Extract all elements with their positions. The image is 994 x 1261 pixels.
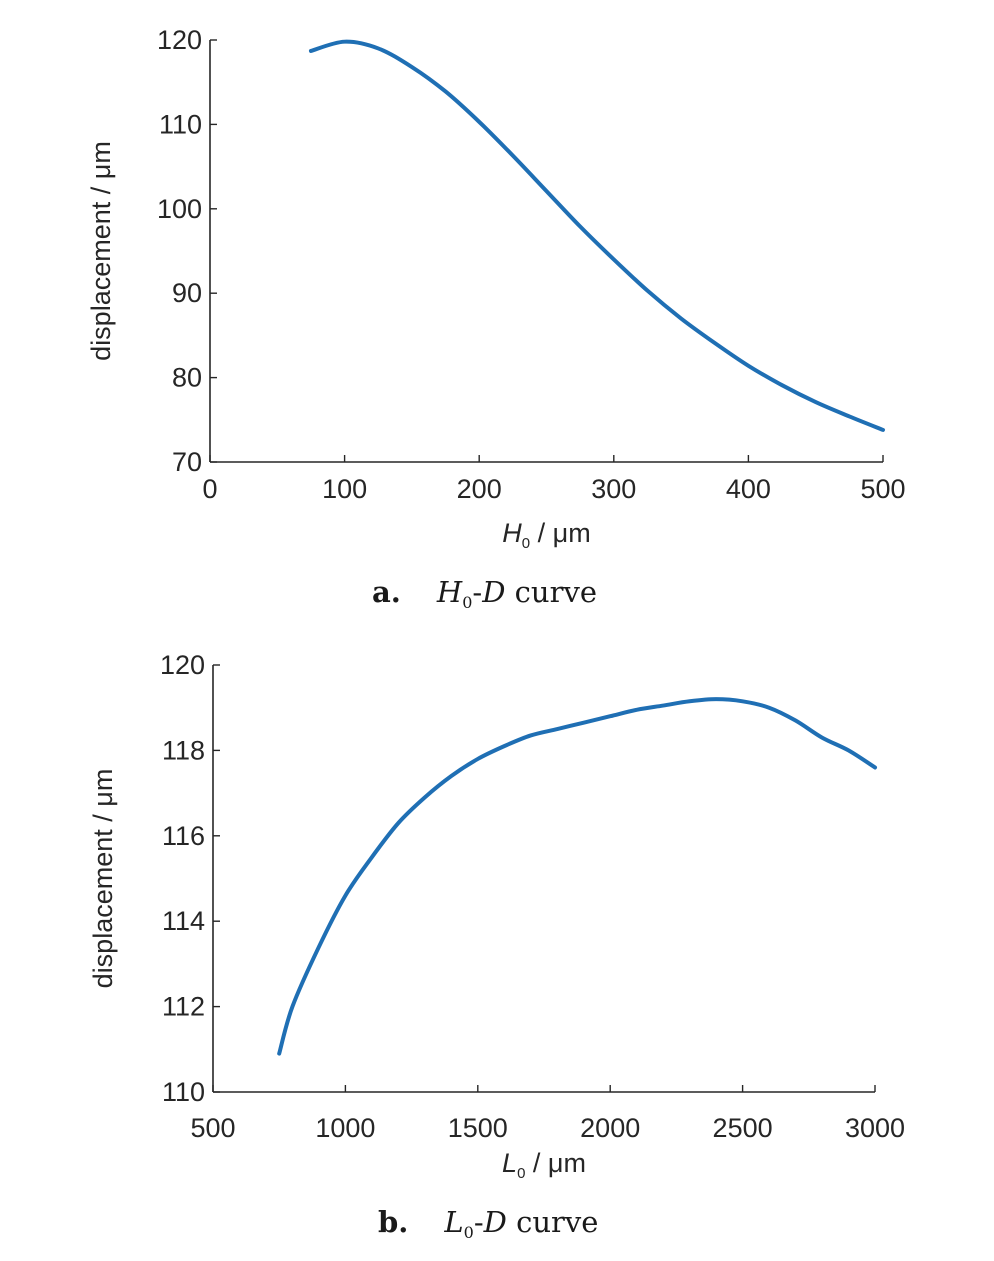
caption-d-variable: D (481, 575, 505, 609)
y-tick-label: 110 (159, 109, 202, 139)
caption-letter: a. (372, 575, 401, 609)
y-tick-label: 100 (157, 194, 202, 224)
x-tick-label: 1000 (315, 1113, 375, 1143)
x-axis-title: H0 / μm (502, 518, 590, 552)
x-axis-title-unit: / μm (530, 518, 591, 548)
x-tick-label: 100 (322, 474, 367, 504)
y-tick-label: 118 (162, 735, 205, 765)
caption-variable: L (443, 1205, 463, 1239)
x-axis-title-unit: / μm (525, 1148, 586, 1178)
caption-tail: curve (505, 575, 597, 609)
figure-caption: a. H0-D curve (372, 575, 597, 612)
caption-subscript: 0 (464, 1223, 474, 1242)
y-tick-label: 80 (172, 363, 202, 393)
y-tick-label: 112 (162, 992, 205, 1022)
caption-subscript: 0 (462, 593, 472, 612)
x-tick-label: 1500 (448, 1113, 508, 1143)
y-tick-label: 110 (162, 1077, 205, 1107)
y-tick-label: 90 (172, 278, 202, 308)
x-axis-title-variable: L (502, 1148, 517, 1178)
y-tick-label: 120 (157, 25, 202, 55)
caption-dash: - (472, 575, 482, 609)
x-tick-label: 3000 (845, 1113, 905, 1143)
x-tick-label: 500 (860, 474, 905, 504)
y-tick-label: 116 (162, 821, 205, 851)
figure-caption: b. L0-D curve (378, 1205, 598, 1242)
y-axis-title: displacement / μm (88, 769, 118, 989)
x-axis-title-variable: H (502, 518, 522, 548)
x-tick-label: 200 (457, 474, 502, 504)
caption-d-variable: D (483, 1205, 507, 1239)
chart-h0-displacement: 0 100 200 300 400 500 70 80 90 100 110 120 displacem… (86, 25, 906, 612)
y-tick-label: 114 (162, 906, 205, 936)
y-tick-label: 70 (172, 447, 202, 477)
x-tick-label: 400 (726, 474, 771, 504)
caption-tail: curve (507, 1205, 599, 1239)
x-tick-label: 2000 (580, 1113, 640, 1143)
x-axis-title-subscript: 0 (517, 1165, 525, 1182)
caption-dash: - (474, 1205, 484, 1239)
chart-l0-displacement: 500 1000 1500 2000 2500 3000 110 112 114 116 118 12… (88, 650, 905, 1242)
x-tick-label: 0 (202, 474, 217, 504)
data-line (277, 697, 877, 1056)
caption-letter: b. (378, 1205, 408, 1239)
y-tick-label: 120 (160, 650, 205, 680)
x-axis-title-subscript: 0 (522, 535, 530, 552)
y-axis-title: displacement / μm (86, 141, 116, 361)
x-tick-label: 300 (591, 474, 636, 504)
x-axis-title: L0 / μm (502, 1148, 586, 1182)
x-tick-label: 500 (190, 1113, 235, 1143)
x-tick-label: 2500 (713, 1113, 773, 1143)
data-line (308, 39, 885, 432)
caption-variable: H (436, 575, 463, 609)
